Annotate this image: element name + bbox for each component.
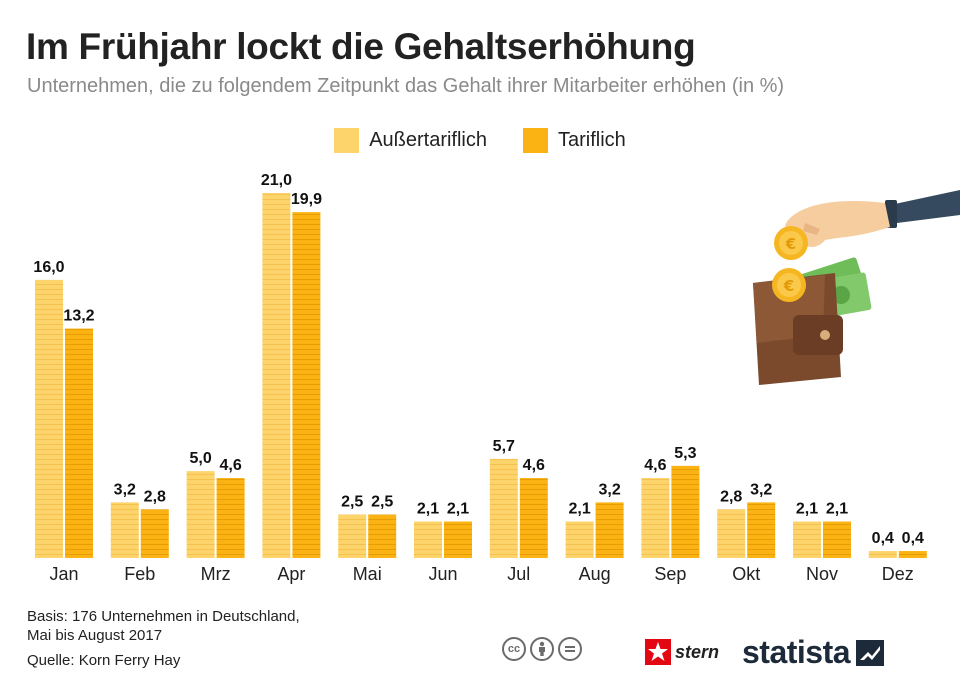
statista-mark-icon [856,639,885,666]
data-label-ausser-sep: 4,6 [644,457,666,474]
bar-ausser-jan [35,279,63,558]
data-label-ausser-mai: 2,5 [341,494,363,511]
legend-item-tariflich: Tariflich [523,128,626,153]
data-label-tariflich-aug: 3,2 [598,481,620,498]
x-tick-label-jun: Jun [428,564,457,584]
statista-wordmark: statista [742,634,851,670]
bar-ausser-jul [489,458,518,558]
x-tick-label-mrz: Mrz [201,564,231,584]
bar-tariflich-okt [747,502,776,558]
x-tick-label-jan: Jan [49,564,78,584]
data-label-tariflich-apr: 19,9 [291,191,322,208]
bar-tariflich-sep [671,465,700,558]
nd-icon[interactable] [558,637,582,661]
x-tick-label-apr: Apr [277,564,305,584]
money-illustration: € € [753,190,960,385]
legend-label-ausser: Außertariflich [369,129,487,151]
data-label-ausser-jun: 2,1 [417,501,439,518]
svg-text:€: € [783,277,794,295]
bar-ausser-aug [565,521,594,558]
x-tick-label-sep: Sep [654,564,686,584]
bar-tariflich-jan [65,328,93,558]
footer-basis-1: Basis: 176 Unternehmen in Deutschland, [27,608,300,625]
bar-ausser-dez [868,551,897,558]
data-label-ausser-nov: 2,1 [796,501,818,518]
bar-tariflich-apr [292,212,321,558]
bar-tariflich-feb [140,509,169,558]
data-label-ausser-aug: 2,1 [568,501,590,518]
x-tick-label-okt: Okt [732,564,760,584]
coin-icon: € € [772,226,808,302]
chart-title: Im Frühjahr lockt die Gehaltserhöhung [26,26,696,67]
data-label-tariflich-nov: 2,1 [826,501,848,518]
bar-ausser-jun [414,521,442,558]
legend-swatch-tariflich [523,128,548,153]
data-label-ausser-apr: 21,0 [261,172,292,189]
bar-tariflich-jun [444,521,472,558]
footer-basis-2: Mai bis August 2017 [27,627,163,644]
data-label-tariflich-feb: 2,8 [144,488,166,505]
license-icons: cc [502,637,582,661]
bar-ausser-nov [793,521,821,558]
x-tick-label-nov: Nov [806,564,838,584]
data-label-tariflich-sep: 5,3 [674,445,696,462]
data-label-tariflich-dez: 0,4 [902,530,924,547]
bar-chart: 16,0 13,2 Jan 3,2 2,8 Feb 5,0 4,6 Mrz 21,0 19,9 Apr… [33,172,927,584]
legend-swatch-ausser [334,128,360,153]
x-tick-label-feb: Feb [124,564,155,584]
data-label-ausser-okt: 2,8 [720,488,742,505]
data-label-ausser-jul: 5,7 [493,438,515,455]
data-label-tariflich-okt: 3,2 [750,481,772,498]
by-icon[interactable] [530,637,554,661]
x-tick-label-dez: Dez [882,564,914,584]
data-label-tariflich-jan: 13,2 [63,308,94,325]
x-tick-label-aug: Aug [579,564,611,584]
wallet-icon [753,273,843,385]
bar-ausser-okt [717,509,746,558]
data-label-tariflich-jun: 2,1 [447,501,469,518]
x-tick-label-mai: Mai [353,564,382,584]
data-label-ausser-mrz: 5,0 [189,450,211,467]
bar-tariflich-aug [595,502,624,558]
bar-ausser-sep [641,478,670,558]
bar-tariflich-nov [823,521,851,558]
bar-tariflich-mai [368,514,397,558]
bar-tariflich-dez [898,551,927,558]
footer-source: Quelle: Korn Ferry Hay [27,652,181,669]
svg-text:€: € [785,235,796,253]
bar-tariflich-mrz [216,478,245,558]
data-label-tariflich-jul: 4,6 [523,457,545,474]
hand-icon [785,190,960,248]
legend: Außertariflich Tariflich [0,128,960,153]
stern-wordmark: stern [675,641,720,662]
data-label-ausser-dez: 0,4 [872,530,894,547]
bar-ausser-mai [338,514,367,558]
bar-tariflich-jul [519,478,548,558]
statista-logo[interactable]: statista [742,634,885,671]
data-label-ausser-jan: 16,0 [33,259,64,276]
bar-ausser-apr [262,193,291,558]
stern-star-icon [645,639,671,665]
bar-ausser-mrz [186,471,215,558]
chart-subtitle: Unternehmen, die zu folgendem Zeitpunkt … [27,75,785,97]
bar-ausser-feb [110,502,139,558]
data-label-ausser-feb: 3,2 [114,481,136,498]
legend-item-ausser: Außertariflich [334,128,487,153]
x-tick-label-jul: Jul [507,564,530,584]
data-label-tariflich-mai: 2,5 [371,494,393,511]
data-label-tariflich-mrz: 4,6 [219,457,241,474]
stern-logo[interactable]: stern [645,639,719,665]
cc-icon[interactable]: cc [502,637,526,661]
legend-label-tariflich: Tariflich [558,129,626,151]
